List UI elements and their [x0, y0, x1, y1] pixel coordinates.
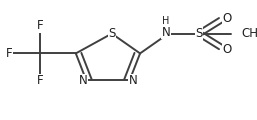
Text: F: F — [36, 19, 43, 32]
Text: H: H — [162, 16, 169, 26]
Text: F: F — [6, 47, 12, 60]
Text: S: S — [108, 27, 115, 40]
Text: O: O — [223, 43, 232, 56]
Text: N: N — [79, 75, 87, 87]
Text: N: N — [161, 26, 170, 39]
Text: F: F — [36, 75, 43, 87]
Text: O: O — [223, 12, 232, 24]
Text: N: N — [128, 75, 137, 87]
Text: S: S — [196, 27, 203, 40]
Text: CH₃: CH₃ — [242, 27, 257, 40]
